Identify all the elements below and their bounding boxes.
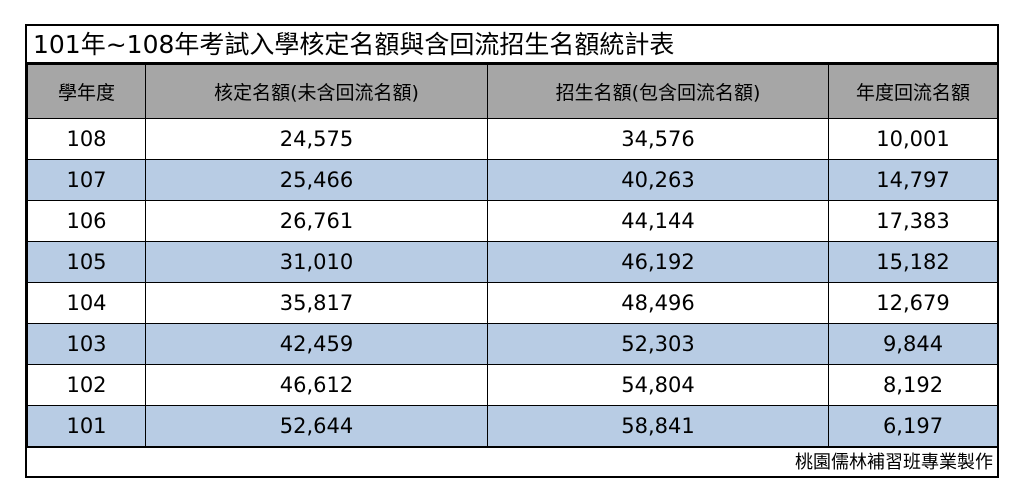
column-header-enrollment: 招生名額(包含回流名額) — [487, 64, 829, 119]
cell-returning: 9,844 — [828, 323, 998, 365]
cell-returning: 8,192 — [828, 364, 998, 406]
cell-approved: 42,459 — [145, 323, 488, 365]
cell-enrollment: 54,804 — [487, 364, 829, 406]
cell-year: 103 — [27, 323, 146, 365]
cell-enrollment: 44,144 — [487, 200, 829, 242]
table-row: 104 35,817 48,496 12,679 — [27, 282, 998, 324]
cell-enrollment: 34,576 — [487, 118, 829, 160]
table-row: 105 31,010 46,192 15,182 — [27, 241, 998, 283]
cell-approved: 25,466 — [145, 159, 488, 201]
cell-year: 107 — [27, 159, 146, 201]
table-row: 108 24,575 34,576 10,001 — [27, 118, 998, 160]
quota-table: 學年度 核定名額(未含回流名額) 招生名額(包含回流名額) 年度回流名額 108… — [27, 64, 998, 448]
cell-approved: 52,644 — [145, 405, 488, 448]
cell-enrollment: 46,192 — [487, 241, 829, 283]
cell-approved: 24,575 — [145, 118, 488, 160]
cell-approved: 35,817 — [145, 282, 488, 324]
column-header-approved: 核定名額(未含回流名額) — [145, 64, 488, 119]
cell-returning: 10,001 — [828, 118, 998, 160]
table-row: 107 25,466 40,263 14,797 — [27, 159, 998, 201]
table-row: 102 46,612 54,804 8,192 — [27, 364, 998, 406]
cell-returning: 12,679 — [828, 282, 998, 324]
cell-enrollment: 58,841 — [487, 405, 829, 448]
stats-table-frame: 101年~108年考試入學核定名額與含回流招生名額統計表 學年度 核定名額(未含… — [25, 24, 999, 478]
cell-approved: 26,761 — [145, 200, 488, 242]
table-row: 103 42,459 52,303 9,844 — [27, 323, 998, 365]
cell-enrollment: 40,263 — [487, 159, 829, 201]
header-row: 學年度 核定名額(未含回流名額) 招生名額(包含回流名額) 年度回流名額 — [27, 64, 998, 119]
cell-returning: 17,383 — [828, 200, 998, 242]
table-row: 101 52,644 58,841 6,197 — [27, 405, 998, 448]
cell-returning: 15,182 — [828, 241, 998, 283]
cell-approved: 46,612 — [145, 364, 488, 406]
cell-returning: 6,197 — [828, 405, 998, 448]
cell-enrollment: 52,303 — [487, 323, 829, 365]
footer-credit: 桃園儒林補習班專業製作 — [795, 452, 993, 473]
cell-returning: 14,797 — [828, 159, 998, 201]
cell-year: 101 — [27, 405, 146, 448]
cell-approved: 31,010 — [145, 241, 488, 283]
cell-year: 106 — [27, 200, 146, 242]
cell-year: 105 — [27, 241, 146, 283]
table-row: 106 26,761 44,144 17,383 — [27, 200, 998, 242]
cell-year: 108 — [27, 118, 146, 160]
table-title: 101年~108年考試入學核定名額與含回流招生名額統計表 — [27, 26, 997, 64]
cell-year: 102 — [27, 364, 146, 406]
column-header-year: 學年度 — [27, 64, 146, 119]
column-header-returning: 年度回流名額 — [828, 64, 998, 119]
cell-year: 104 — [27, 282, 146, 324]
cell-enrollment: 48,496 — [487, 282, 829, 324]
